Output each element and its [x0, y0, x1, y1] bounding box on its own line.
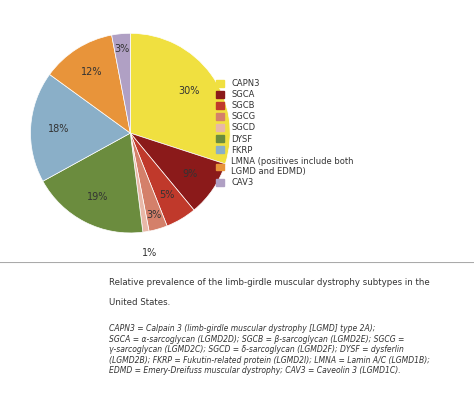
- Wedge shape: [130, 133, 194, 226]
- Text: 18%: 18%: [48, 124, 69, 134]
- Wedge shape: [50, 35, 130, 133]
- Wedge shape: [130, 133, 167, 231]
- Text: 5%: 5%: [159, 190, 174, 200]
- Text: Relative prevalence of the limb-girdle muscular dystrophy subtypes in the: Relative prevalence of the limb-girdle m…: [109, 278, 430, 287]
- Text: 30%: 30%: [178, 86, 199, 96]
- Text: 12%: 12%: [81, 67, 102, 77]
- Text: 3%: 3%: [146, 210, 162, 220]
- Text: 1%: 1%: [142, 248, 157, 258]
- Wedge shape: [30, 74, 130, 181]
- Text: CAPN3 = Calpain 3 (limb-girdle muscular dystrophy [LGMD] type 2A);
SGCA = α-sarc: CAPN3 = Calpain 3 (limb-girdle muscular …: [109, 324, 430, 375]
- Wedge shape: [130, 33, 230, 164]
- Text: 19%: 19%: [87, 192, 109, 202]
- Text: United States.: United States.: [109, 298, 170, 307]
- Wedge shape: [112, 33, 130, 133]
- Wedge shape: [43, 133, 143, 233]
- Wedge shape: [130, 133, 149, 232]
- Text: 9%: 9%: [182, 168, 198, 178]
- Text: 3%: 3%: [115, 44, 130, 54]
- Text: FIGURE 2-14: FIGURE 2-14: [18, 382, 86, 392]
- Legend: CAPN3, SGCA, SGCB, SGCG, SGCD, DYSF, FKRP, LMNA (positives include both
LGMD and: CAPN3, SGCA, SGCB, SGCG, SGCD, DYSF, FKR…: [214, 77, 355, 189]
- Wedge shape: [130, 133, 225, 210]
